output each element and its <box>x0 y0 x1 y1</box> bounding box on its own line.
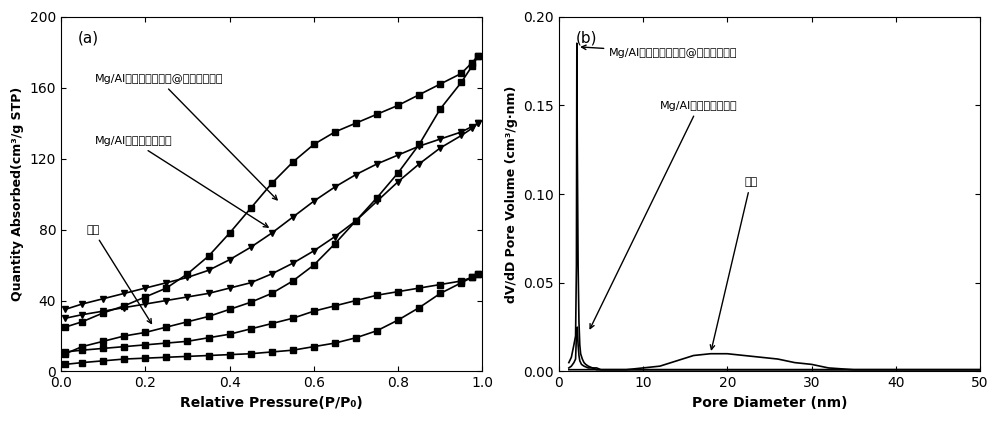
Text: 没石: 没石 <box>86 225 151 323</box>
Text: Mg/Al层状双氮氧化物: Mg/Al层状双氮氧化物 <box>95 136 268 227</box>
X-axis label: Relative Pressure(P/P₀): Relative Pressure(P/P₀) <box>180 396 363 410</box>
Y-axis label: dV/dD Pore Volume (cm³/g·nm): dV/dD Pore Volume (cm³/g·nm) <box>505 85 518 303</box>
Text: (a): (a) <box>78 31 99 46</box>
Text: (b): (b) <box>576 31 597 46</box>
Text: Mg/Al层状双氮氧化物@没石复合材料: Mg/Al层状双氮氧化物@没石复合材料 <box>95 74 277 200</box>
Y-axis label: Quantity Absorbed(cm³/g STP): Quantity Absorbed(cm³/g STP) <box>11 87 24 301</box>
Text: 没石: 没石 <box>710 177 757 349</box>
X-axis label: Pore Diameter (nm): Pore Diameter (nm) <box>692 396 847 410</box>
Text: Mg/Al层状双氮氧化物: Mg/Al层状双氮氧化物 <box>590 101 737 328</box>
Text: Mg/Al层状双氮氧化物@没石复合材料: Mg/Al层状双氮氧化物@没石复合材料 <box>582 45 738 58</box>
